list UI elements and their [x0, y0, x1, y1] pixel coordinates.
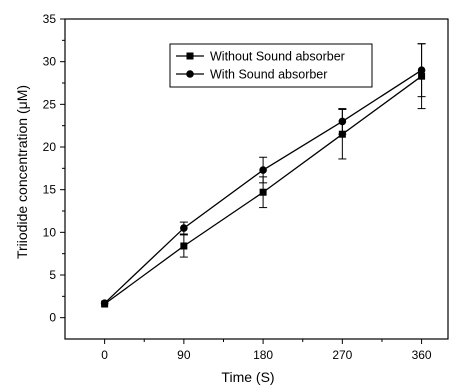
- y-tick-label: 30: [43, 55, 57, 69]
- legend-label: With Sound absorber: [210, 68, 327, 82]
- plot-area-border: [64, 18, 449, 340]
- legend: Without Sound absorber With Sound absorbe…: [169, 43, 373, 88]
- x-axis-label: Time (S): [221, 369, 274, 385]
- data-point-circle: [180, 224, 188, 232]
- data-point-circle: [100, 299, 109, 307]
- y-tick-label: 20: [43, 140, 57, 154]
- data-point-circle: [338, 117, 347, 126]
- legend-marker-square: [186, 52, 194, 60]
- x-tick-label: 270: [332, 348, 352, 362]
- axis-ticks: 0 90 180 270 360 0 5 10 15 20 25 30 35: [43, 12, 432, 362]
- plot-frame: [64, 18, 449, 340]
- y-tick-label: 5: [49, 268, 56, 282]
- series-with-absorber: [100, 43, 426, 307]
- x-tick-label: 360: [412, 348, 432, 362]
- y-tick-label: 25: [43, 97, 57, 111]
- y-tick-label: 15: [43, 183, 57, 197]
- y-tick-label: 0: [49, 311, 56, 325]
- data-point-circle: [417, 66, 426, 74]
- y-tick-label: 10: [43, 225, 57, 239]
- data-point-circle: [259, 166, 267, 174]
- y-axis-label: Triiodide concentration (μM): [14, 85, 30, 259]
- data-point-square: [180, 242, 188, 250]
- data-point-square: [259, 188, 267, 196]
- legend-label: Without Sound absorber: [210, 50, 345, 64]
- legend-marker-circle: [186, 70, 194, 78]
- x-tick-label: 90: [177, 348, 191, 362]
- legend-box: [169, 43, 373, 88]
- y-tick-label: 35: [43, 12, 57, 26]
- x-tick-label: 0: [101, 348, 108, 362]
- x-tick-label: 180: [253, 348, 273, 362]
- series-group: [100, 43, 426, 308]
